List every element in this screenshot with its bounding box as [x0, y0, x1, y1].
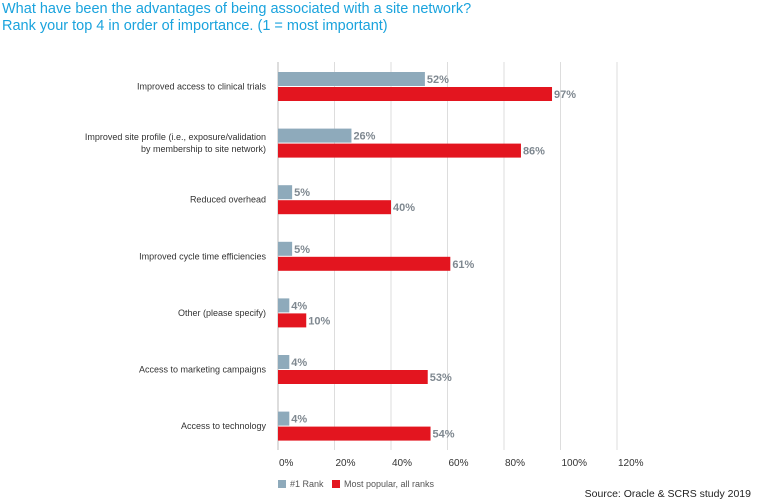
- chart-subtitle: Rank your top 4 in order of importance. …: [2, 18, 388, 34]
- category-label: by membership to site network): [141, 144, 266, 154]
- data-label: 5%: [294, 187, 310, 199]
- bar-rank1: [278, 128, 352, 143]
- category-label: Reduced overhead: [190, 195, 266, 205]
- data-label: 61%: [452, 259, 474, 271]
- bar-all-ranks: [278, 426, 431, 441]
- category-label: Improved site profile (i.e., exposure/va…: [85, 132, 266, 142]
- data-label: 97%: [554, 89, 576, 101]
- bar-all-ranks: [278, 256, 451, 271]
- chart-title: What have been the advantages of being a…: [2, 1, 472, 17]
- legend-item-rank1: #1 Rank: [278, 479, 324, 489]
- x-tick-label: 20%: [336, 458, 356, 469]
- data-label: 10%: [308, 315, 330, 327]
- legend-swatch: [278, 480, 286, 488]
- data-label: 54%: [433, 429, 455, 441]
- data-label: 5%: [294, 244, 310, 256]
- bar-rank1: [278, 72, 425, 86]
- legend-item-all-ranks: Most popular, all ranks: [332, 479, 434, 489]
- legend-swatch: [332, 480, 340, 488]
- source-note: Source: Oracle & SCRS study 2019: [584, 488, 751, 500]
- x-tick-label: 0%: [279, 458, 294, 469]
- category-label: Access to marketing campaigns: [139, 365, 267, 375]
- legend-label: #1 Rank: [290, 479, 324, 489]
- x-tick-label: 100%: [562, 458, 588, 469]
- data-label: 52%: [427, 74, 449, 86]
- data-label: 4%: [291, 357, 307, 369]
- bar-all-ranks: [278, 87, 553, 101]
- bar-all-ranks: [278, 200, 391, 215]
- data-label: 26%: [353, 131, 375, 143]
- legend-label: Most popular, all ranks: [344, 479, 435, 489]
- data-label: 40%: [393, 202, 415, 214]
- bar-rank1: [278, 298, 290, 313]
- data-label: 86%: [523, 146, 545, 158]
- bar-rank1: [278, 411, 290, 426]
- x-tick-label: 80%: [505, 458, 525, 469]
- bar-rank1: [278, 185, 293, 200]
- category-label: Access to technology: [181, 421, 267, 431]
- data-label: 53%: [430, 372, 452, 384]
- data-label: 4%: [291, 300, 307, 312]
- category-label: Improved access to clinical trials: [137, 82, 267, 92]
- category-label: Improved cycle time efficiencies: [139, 251, 266, 261]
- data-label: 4%: [291, 414, 307, 426]
- x-tick-label: 40%: [392, 458, 412, 469]
- category-label: Other (please specify): [178, 308, 266, 318]
- bar-rank1: [278, 241, 293, 256]
- x-tick-label: 60%: [449, 458, 469, 469]
- bar-rank1: [278, 355, 290, 369]
- bar-all-ranks: [278, 143, 521, 158]
- bar-all-ranks: [278, 370, 428, 384]
- bar-all-ranks: [278, 313, 307, 328]
- x-tick-label: 120%: [618, 458, 644, 469]
